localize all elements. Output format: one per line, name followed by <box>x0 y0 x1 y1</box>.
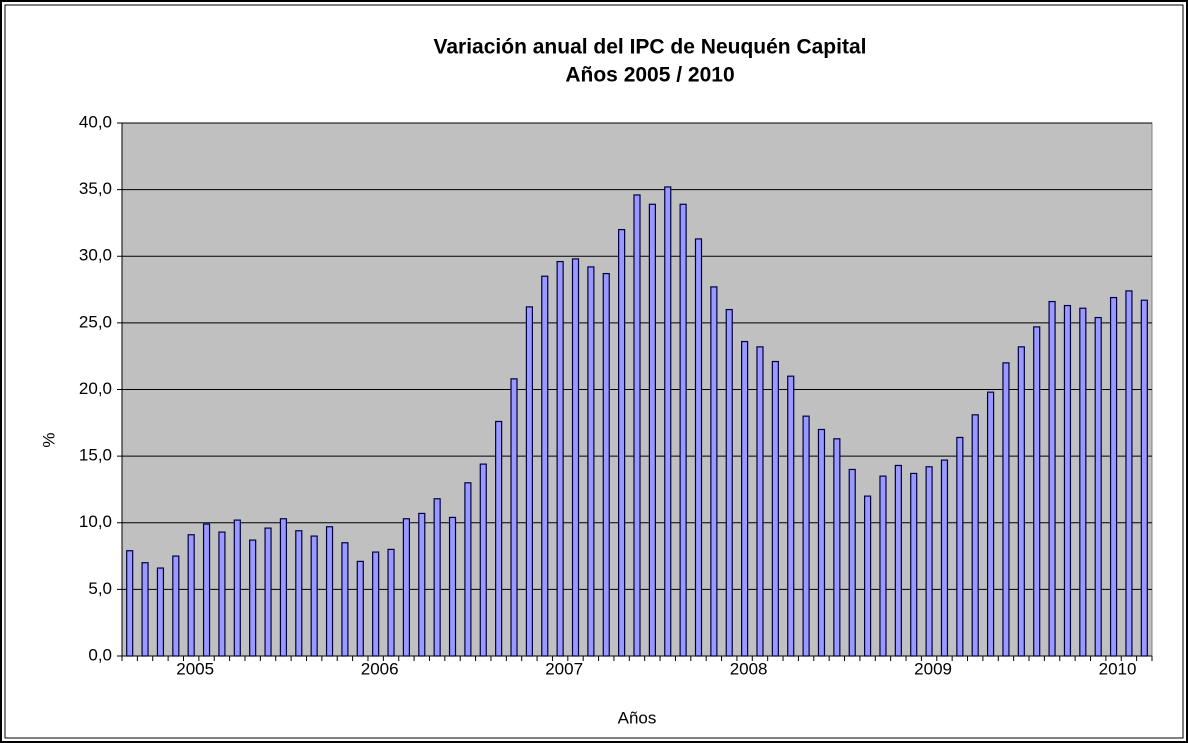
bar <box>325 526 334 657</box>
bar <box>833 438 841 657</box>
bar <box>848 468 856 657</box>
bar <box>956 436 964 657</box>
bar <box>233 519 241 657</box>
bar <box>879 475 887 657</box>
bar <box>971 414 979 657</box>
bar <box>618 229 626 657</box>
bar <box>202 523 211 657</box>
y-tick-label: 25,0 <box>79 312 112 331</box>
chart-title: Variación anual del IPC de Neuquén Capit… <box>434 36 867 59</box>
bar <box>817 428 826 657</box>
bar <box>1125 290 1133 657</box>
bar <box>771 360 779 657</box>
bar <box>1017 346 1025 657</box>
inner-frame <box>4 4 1184 739</box>
bar <box>710 286 718 657</box>
y-tick-label: 30,0 <box>79 246 112 265</box>
bar <box>141 562 149 657</box>
bar <box>402 518 411 657</box>
bar <box>448 516 457 657</box>
bar <box>510 378 518 657</box>
bar <box>126 550 134 657</box>
bar <box>556 260 564 657</box>
bar <box>648 203 656 657</box>
bar <box>664 186 672 657</box>
x-axis-title: Años <box>618 708 657 727</box>
bar <box>156 567 165 657</box>
bar <box>986 391 995 657</box>
bar <box>863 495 872 657</box>
bar <box>1048 300 1056 657</box>
bar <box>1079 307 1087 657</box>
bar <box>525 306 533 657</box>
y-tick-label: 15,0 <box>79 446 112 465</box>
bar <box>787 375 795 657</box>
bar <box>387 548 395 657</box>
bar <box>925 466 933 657</box>
x-tick-label: 2008 <box>730 659 768 678</box>
x-tick-label: 2006 <box>361 659 399 678</box>
bar <box>940 459 949 657</box>
bar <box>910 472 918 657</box>
bar <box>418 512 426 657</box>
bar <box>894 464 902 657</box>
bar <box>571 258 580 657</box>
x-tick-label: 2005 <box>176 659 214 678</box>
bar <box>187 534 195 657</box>
bar <box>679 203 687 657</box>
bar <box>372 551 380 657</box>
x-tick-label: 2010 <box>1099 659 1137 678</box>
bar <box>356 560 364 657</box>
y-tick-label: 0,0 <box>88 645 112 664</box>
bar <box>633 194 641 657</box>
bar <box>802 415 810 657</box>
bar <box>602 272 610 657</box>
bar <box>479 463 487 657</box>
bar <box>694 238 703 657</box>
y-tick-label: 40,0 <box>79 112 112 131</box>
bar <box>218 531 226 657</box>
bar <box>249 539 257 657</box>
bar <box>756 346 764 657</box>
bar <box>433 498 441 657</box>
y-axis-title: % <box>39 432 58 447</box>
bar <box>725 308 733 657</box>
bar <box>1140 299 1148 657</box>
chart-subtitle: Años 2005 / 2010 <box>565 64 734 87</box>
x-tick-label: 2009 <box>914 659 952 678</box>
bar <box>495 420 503 657</box>
bar <box>1033 326 1041 657</box>
bar <box>464 482 472 657</box>
y-tick-label: 10,0 <box>79 512 112 531</box>
bar <box>172 555 180 657</box>
bar <box>1063 304 1072 657</box>
bar <box>1002 362 1010 657</box>
bar <box>264 527 272 657</box>
bar <box>741 340 749 657</box>
bar <box>310 535 318 657</box>
bar <box>541 275 549 657</box>
y-tick-label: 35,0 <box>79 179 112 198</box>
bar <box>1094 316 1102 657</box>
bar <box>587 266 595 657</box>
bar <box>279 518 288 657</box>
bar <box>295 530 303 657</box>
bar <box>1109 296 1118 657</box>
x-tick-label: 2007 <box>545 659 583 678</box>
y-tick-label: 20,0 <box>79 379 112 398</box>
y-tick-label: 5,0 <box>88 579 112 598</box>
bar <box>341 542 349 657</box>
